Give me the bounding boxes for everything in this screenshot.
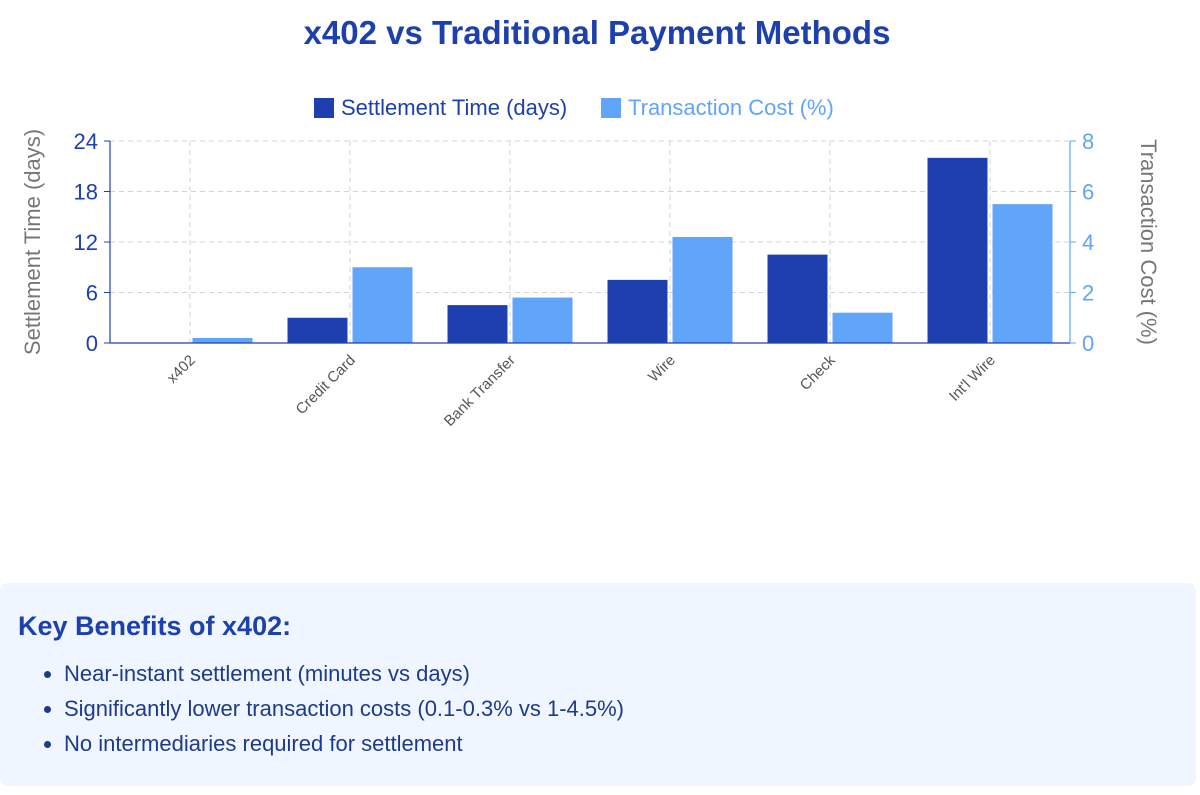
- x-tick-label: x402: [164, 352, 199, 387]
- benefit-item: Near-instant settlement (minutes vs days…: [64, 656, 1178, 691]
- legend-label-settlement-time: Settlement Time (days): [341, 95, 567, 120]
- benefits-panel: Key Benefits of x402: Near-instant settl…: [0, 583, 1196, 786]
- x-tick-label: Int'l Wire: [946, 352, 999, 405]
- y-right-tick-label: 8: [1082, 129, 1094, 154]
- x-tick-label: Bank Transfer: [441, 352, 519, 430]
- bar-settlement-time: [927, 157, 988, 343]
- y-right-tick-label: 4: [1082, 230, 1094, 255]
- chart-title: x402 vs Traditional Payment Methods: [303, 14, 891, 51]
- bar-transaction-cost: [192, 337, 253, 343]
- benefit-item: No intermediaries required for settlemen…: [64, 726, 1178, 761]
- x-tick-label: Check: [797, 351, 839, 393]
- benefits-list: Near-instant settlement (minutes vs days…: [18, 656, 1178, 761]
- y-left-tick-label: 24: [74, 129, 98, 154]
- x-tick-label: Wire: [645, 352, 679, 386]
- y-left-tick-label: 6: [86, 281, 98, 306]
- bar-transaction-cost: [992, 204, 1053, 343]
- legend-label-transaction-cost: Transaction Cost (%): [628, 95, 834, 120]
- y-right-tick-label: 2: [1082, 281, 1094, 306]
- bar-settlement-time: [447, 305, 508, 343]
- y-right-axis-title: Transaction Cost (%): [1136, 139, 1161, 345]
- y-right-tick-label: 0: [1082, 331, 1094, 356]
- y-left-tick-label: 0: [86, 331, 98, 356]
- bar-transaction-cost: [352, 267, 413, 343]
- x-tick-label: Credit Card: [293, 352, 359, 418]
- bar-settlement-time: [287, 317, 348, 343]
- legend-swatch-transaction-cost: [601, 98, 621, 118]
- benefits-heading: Key Benefits of x402:: [18, 611, 292, 641]
- y-left-axis-title: Settlement Time (days): [20, 129, 45, 355]
- benefit-item: Significantly lower transaction costs (0…: [64, 691, 1178, 726]
- y-right-tick-label: 6: [1082, 180, 1094, 205]
- bar-transaction-cost: [832, 312, 893, 343]
- bar-transaction-cost: [512, 297, 573, 343]
- y-left-tick-label: 12: [74, 230, 98, 255]
- bar-settlement-time: [607, 279, 668, 343]
- bar-settlement-time: [767, 254, 828, 343]
- bar-transaction-cost: [672, 236, 733, 343]
- y-left-tick-label: 18: [74, 180, 98, 205]
- legend-swatch-settlement-time: [314, 98, 334, 118]
